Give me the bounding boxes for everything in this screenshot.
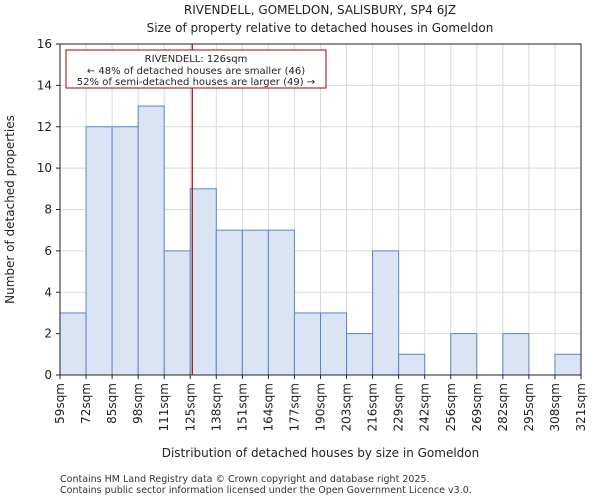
x-tick-label: 203sqm [340,383,354,431]
y-tick-label: 12 [37,120,52,134]
annotation-box: RIVENDELL: 126sqm ← 48% of detached hous… [65,49,327,89]
x-tick-label: 216sqm [366,383,380,431]
x-tick-label: 282sqm [496,383,510,431]
y-tick-label: 2 [44,327,52,341]
x-tick-label: 321sqm [574,383,588,431]
x-tick-label: 190sqm [314,383,328,431]
y-tick-label: 10 [37,161,52,175]
x-tick-label: 85sqm [105,383,119,424]
bar-282sqm [502,333,530,376]
x-tick-label: 269sqm [470,383,484,431]
x-tick-label: 125sqm [183,383,197,431]
bar-138sqm [215,229,243,376]
annotation-line-smaller: ← 48% of detached houses are smaller (46… [87,66,305,77]
x-axis-ticks: 59sqm 72sqm 85sqm 98sqm 111sqm 125sqm 138sqm 15… [53,375,588,431]
bar-151sqm [241,229,269,376]
bar-164sqm [267,229,295,376]
x-tick-label: 98sqm [131,383,145,424]
y-axis-ticks: 0 2 4 6 8 10 12 14 16 [37,37,60,382]
annotation-line-larger: 52% of semi-detached houses are larger (… [77,77,315,88]
bar-229sqm [398,353,426,376]
bar-177sqm [293,312,322,376]
annotation-frame [65,49,327,89]
y-tick-label: 4 [44,285,52,299]
bar-125sqm [189,188,217,376]
x-tick-label: 229sqm [392,383,406,431]
x-tick-label: 164sqm [261,383,275,431]
x-tick-label: 151sqm [235,383,249,431]
x-tick-label: 59sqm [53,383,67,424]
bar-190sqm [320,312,348,376]
x-tick-label: 308sqm [548,383,562,431]
footer-line2: Contains public sector information licen… [60,485,472,496]
bars [59,105,582,376]
y-tick-label: 16 [37,37,52,51]
chart-title-line1: RIVENDELL, GOMELDON, SALISBURY, SP4 6JZ [184,3,456,17]
chart-title-line2: Size of property relative to detached ho… [147,21,494,35]
x-tick-label: 242sqm [418,383,432,431]
footer-line1: Contains HM Land Registry data © Crown c… [60,474,430,485]
x-axis-label: Distribution of detached houses by size … [162,446,480,460]
bar-72sqm [85,126,113,376]
bar-85sqm [111,126,139,376]
y-axis-label: Number of detached properties [3,115,17,304]
bar-203sqm [346,333,374,376]
x-tick-label: 295sqm [522,383,536,431]
x-tick-label: 177sqm [287,383,301,431]
bar-256sqm [450,333,478,376]
bar-59sqm [59,312,87,376]
y-tick-label: 8 [44,203,52,217]
x-tick-label: 111sqm [157,383,171,431]
bar-111sqm [163,250,191,376]
y-tick-label: 0 [44,368,52,382]
x-tick-label: 256sqm [444,383,458,431]
bar-308sqm [554,353,582,376]
y-tick-label: 14 [37,78,52,92]
x-tick-label: 138sqm [209,383,223,431]
bar-98sqm [137,105,165,376]
x-tick-label: 72sqm [79,383,93,424]
bar-216sqm [372,250,400,376]
y-tick-label: 6 [44,244,52,258]
annotation-line-property: RIVENDELL: 126sqm [145,54,248,65]
